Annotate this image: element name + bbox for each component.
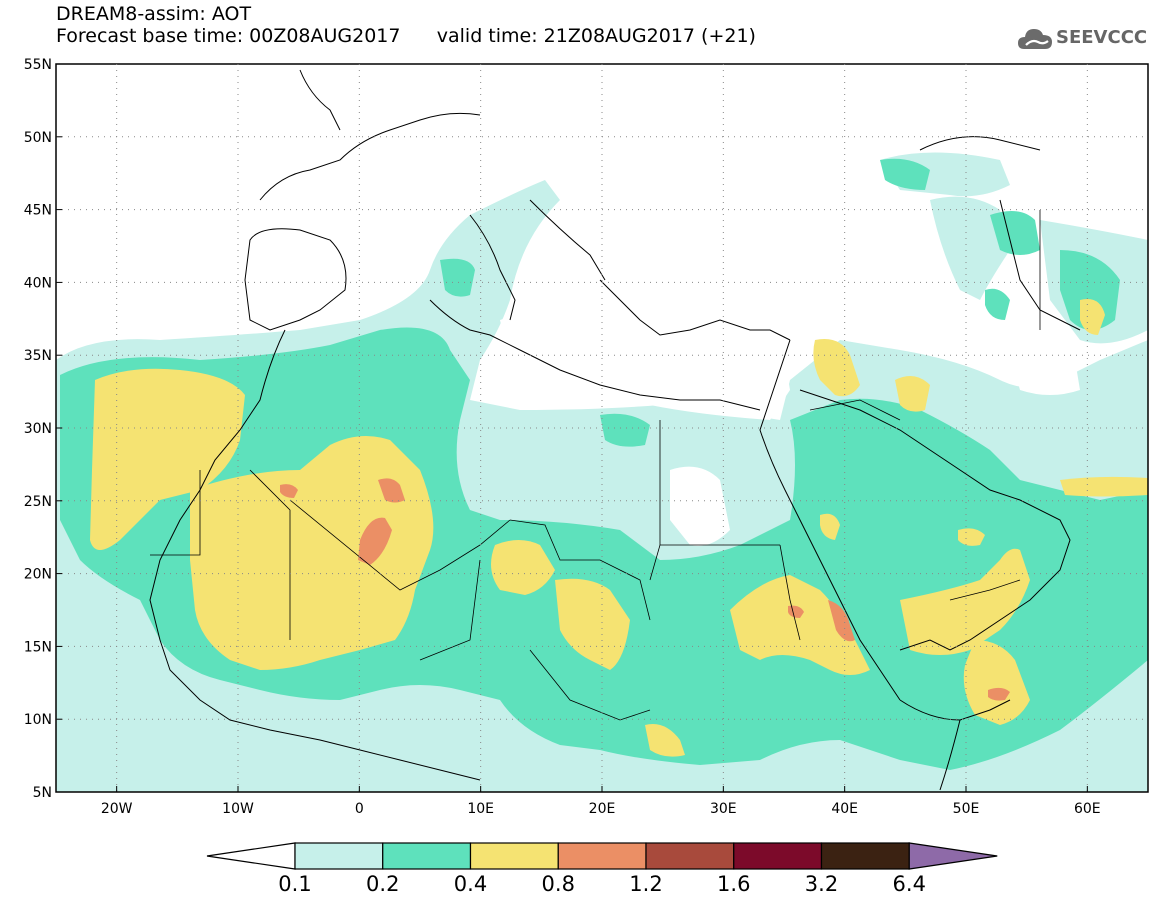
- colorbar-box: [382, 842, 472, 870]
- seevccc-logo: SEEVCCC: [1018, 25, 1158, 55]
- logo-text: SEEVCCC: [1056, 27, 1148, 48]
- lat-label: 25N: [24, 494, 52, 510]
- colorbar-box: [820, 842, 910, 870]
- coastlines: [149, 69, 1081, 791]
- lat-label: 40N: [24, 275, 52, 291]
- colorbar-tick-label: 3.2: [805, 872, 838, 896]
- map-title: DREAM8-assim: AOT: [56, 3, 252, 25]
- colorbar-tick-label: 0.2: [366, 872, 399, 896]
- base-time-label: Forecast base time: 00Z08AUG2017: [56, 25, 401, 47]
- borders: [150, 210, 1041, 721]
- lon-label: 30E: [710, 801, 737, 817]
- colorbar-box: [733, 842, 823, 870]
- colorbar-tick-label: 0.8: [542, 872, 575, 896]
- colorbar-tick-label: 1.2: [629, 872, 662, 896]
- time-line: Forecast base time: 00Z08AUG2017 valid t…: [56, 25, 756, 47]
- lon-label: 20E: [589, 801, 616, 817]
- cloud-icon: [1018, 29, 1052, 49]
- colorbar-tick-label: 6.4: [893, 872, 926, 896]
- lat-label: 15N: [24, 639, 52, 655]
- lon-label: 60E: [1074, 801, 1101, 817]
- lat-label: 20N: [24, 567, 52, 583]
- valid-time-label: valid time: 21Z08AUG2017 (+21): [436, 25, 756, 47]
- lon-label: 0: [355, 801, 364, 817]
- colorbar-tick-label: 0.1: [278, 872, 311, 896]
- graticule: [56, 64, 1148, 792]
- lat-label: 45N: [24, 203, 52, 219]
- colorbar-box: [557, 842, 647, 870]
- lat-label: 30N: [24, 421, 52, 437]
- lat-label: 50N: [24, 130, 52, 146]
- lat-label: 10N: [24, 712, 52, 728]
- lon-label: 40E: [831, 801, 858, 817]
- colorbar-tick-label: 0.4: [454, 872, 487, 896]
- lat-label: 35N: [24, 348, 52, 364]
- lon-label: 50E: [953, 801, 980, 817]
- colorbar: 0.1 0.2 0.4 0.8 1.2 1.6 3.2 6.4: [206, 842, 998, 896]
- longitude-labels: 20W 10W 0 10E 20E 30E 40E 50E 60E: [101, 786, 1101, 817]
- colorbar-low-arrow: [206, 842, 296, 870]
- latitude-labels: 55N 50N 45N 40N 35N 30N 25N 20N 15N 10N 5N: [24, 57, 62, 801]
- colorbar-box: [294, 842, 384, 870]
- lon-label: 20W: [101, 801, 133, 817]
- colorbar-box: [469, 842, 559, 870]
- lon-label: 10W: [222, 801, 254, 817]
- lat-label: 5N: [33, 785, 52, 801]
- colorbar-box: [645, 842, 735, 870]
- lat-label: 55N: [24, 57, 52, 73]
- aot-fields: [56, 152, 1148, 792]
- colorbar-high-arrow: [908, 842, 998, 870]
- lon-label: 10E: [467, 801, 494, 817]
- colorbar-tick-label: 1.6: [717, 872, 750, 896]
